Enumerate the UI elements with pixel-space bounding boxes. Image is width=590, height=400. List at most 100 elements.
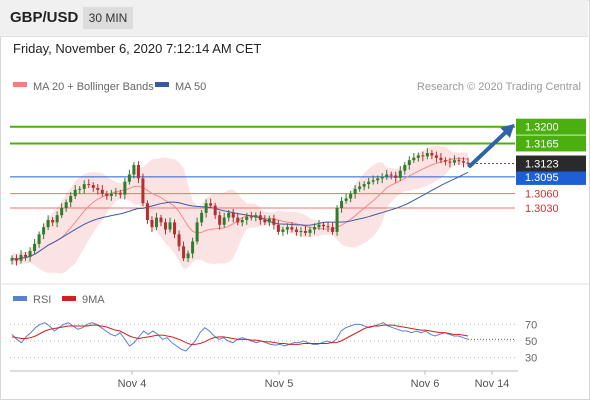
moving-average-layer <box>11 157 469 260</box>
candle <box>434 151 438 163</box>
candle <box>55 211 59 228</box>
candle <box>407 156 411 170</box>
levels-layer <box>10 125 515 209</box>
ma50-line <box>11 171 469 260</box>
candle <box>78 186 82 194</box>
rsi-ma-legend-swatch <box>62 296 76 301</box>
candle <box>457 157 461 165</box>
candle <box>358 181 362 192</box>
candle <box>276 219 280 235</box>
candle <box>376 175 380 185</box>
candle <box>213 202 217 220</box>
x-tick-label: Nov 4 <box>118 378 147 390</box>
level-tag-1.3095 <box>516 168 586 185</box>
candle <box>168 217 172 233</box>
rsi-ma-legend-label: 9MA <box>82 294 105 306</box>
level-labels-layer: 1.3200 1.3165 1.3095 1.3060 1.3030 1.3123 <box>468 118 586 215</box>
candle <box>430 150 434 160</box>
current-price-tag <box>516 155 586 172</box>
candle <box>82 180 86 194</box>
candle <box>326 222 330 232</box>
rsi-tick-30: 30 <box>525 353 537 365</box>
candle <box>322 221 326 231</box>
candle <box>389 171 393 180</box>
candle <box>186 250 190 263</box>
candle <box>209 198 213 209</box>
rsi-tick-70: 70 <box>525 319 537 331</box>
candle <box>51 217 55 227</box>
candle <box>164 218 168 235</box>
candle <box>141 173 145 207</box>
rsi-legend-swatch <box>13 296 27 301</box>
level-tag-1.3200 <box>516 118 586 135</box>
rsi-line <box>11 322 469 352</box>
candle <box>412 153 416 164</box>
candle <box>425 148 429 160</box>
candle <box>385 169 389 180</box>
candle <box>105 190 109 200</box>
candle <box>416 152 420 162</box>
candle <box>331 222 335 235</box>
candle <box>28 247 32 262</box>
candle <box>448 157 452 168</box>
rsi-panel: 70 50 30 <box>10 319 537 365</box>
candle <box>182 241 186 262</box>
candle <box>127 169 131 185</box>
candle <box>33 239 37 254</box>
level-tag-1.3165 <box>516 135 586 152</box>
candle <box>263 215 267 226</box>
rsi-ma-line <box>11 324 469 345</box>
candle <box>403 162 407 175</box>
x-tick-label: Nov 14 <box>475 378 510 390</box>
candle <box>236 212 240 226</box>
level-label-1.3095: 1.3095 <box>525 172 559 184</box>
candle <box>173 219 177 239</box>
candle <box>290 222 294 233</box>
candle <box>349 190 353 203</box>
candle <box>443 157 447 166</box>
timeframe-button[interactable]: 30 MIN <box>83 7 133 29</box>
symbol-label: GBP/USD <box>10 9 79 26</box>
candle <box>335 205 339 236</box>
candle <box>461 157 465 168</box>
candle <box>299 227 303 237</box>
candle <box>118 189 122 199</box>
credit-label: Research © 2020 Trading Central <box>417 81 581 93</box>
forecast-arrow-head <box>500 123 515 138</box>
ma20-legend-label: MA 20 + Bollinger Bands <box>33 81 154 93</box>
candle <box>308 226 312 237</box>
candle <box>15 254 19 266</box>
level-label-1.3030: 1.3030 <box>525 203 559 215</box>
candle <box>136 161 140 184</box>
candle <box>87 179 91 188</box>
level-label-1.3200: 1.3200 <box>525 122 559 134</box>
candle <box>231 208 235 223</box>
candle <box>394 171 398 183</box>
candle <box>191 237 195 259</box>
candle <box>132 162 136 179</box>
candle <box>371 175 375 185</box>
level-label-1.3060: 1.3060 <box>525 189 559 201</box>
ma50-legend-swatch <box>155 82 169 87</box>
candle <box>177 230 181 252</box>
bollinger-band <box>12 146 468 274</box>
candle <box>37 231 41 248</box>
datetime-label: Friday, November 6, 2020 7:12:14 AM CET <box>13 41 262 56</box>
bollinger-band-layer <box>12 146 468 274</box>
current-price-label: 1.3123 <box>525 159 559 171</box>
candles-layer <box>10 148 470 266</box>
candle <box>19 250 23 264</box>
candle <box>439 153 443 164</box>
candle <box>272 214 276 230</box>
x-tick-label: Nov 5 <box>265 378 294 390</box>
candle <box>114 187 118 197</box>
forecast-arrow-shaft <box>468 128 510 168</box>
candle <box>64 199 68 212</box>
candle <box>218 211 222 230</box>
candle <box>69 192 73 208</box>
candle <box>150 216 154 232</box>
candle <box>294 226 298 236</box>
candle <box>100 185 104 197</box>
rsi-legend-label: RSI <box>33 294 51 306</box>
